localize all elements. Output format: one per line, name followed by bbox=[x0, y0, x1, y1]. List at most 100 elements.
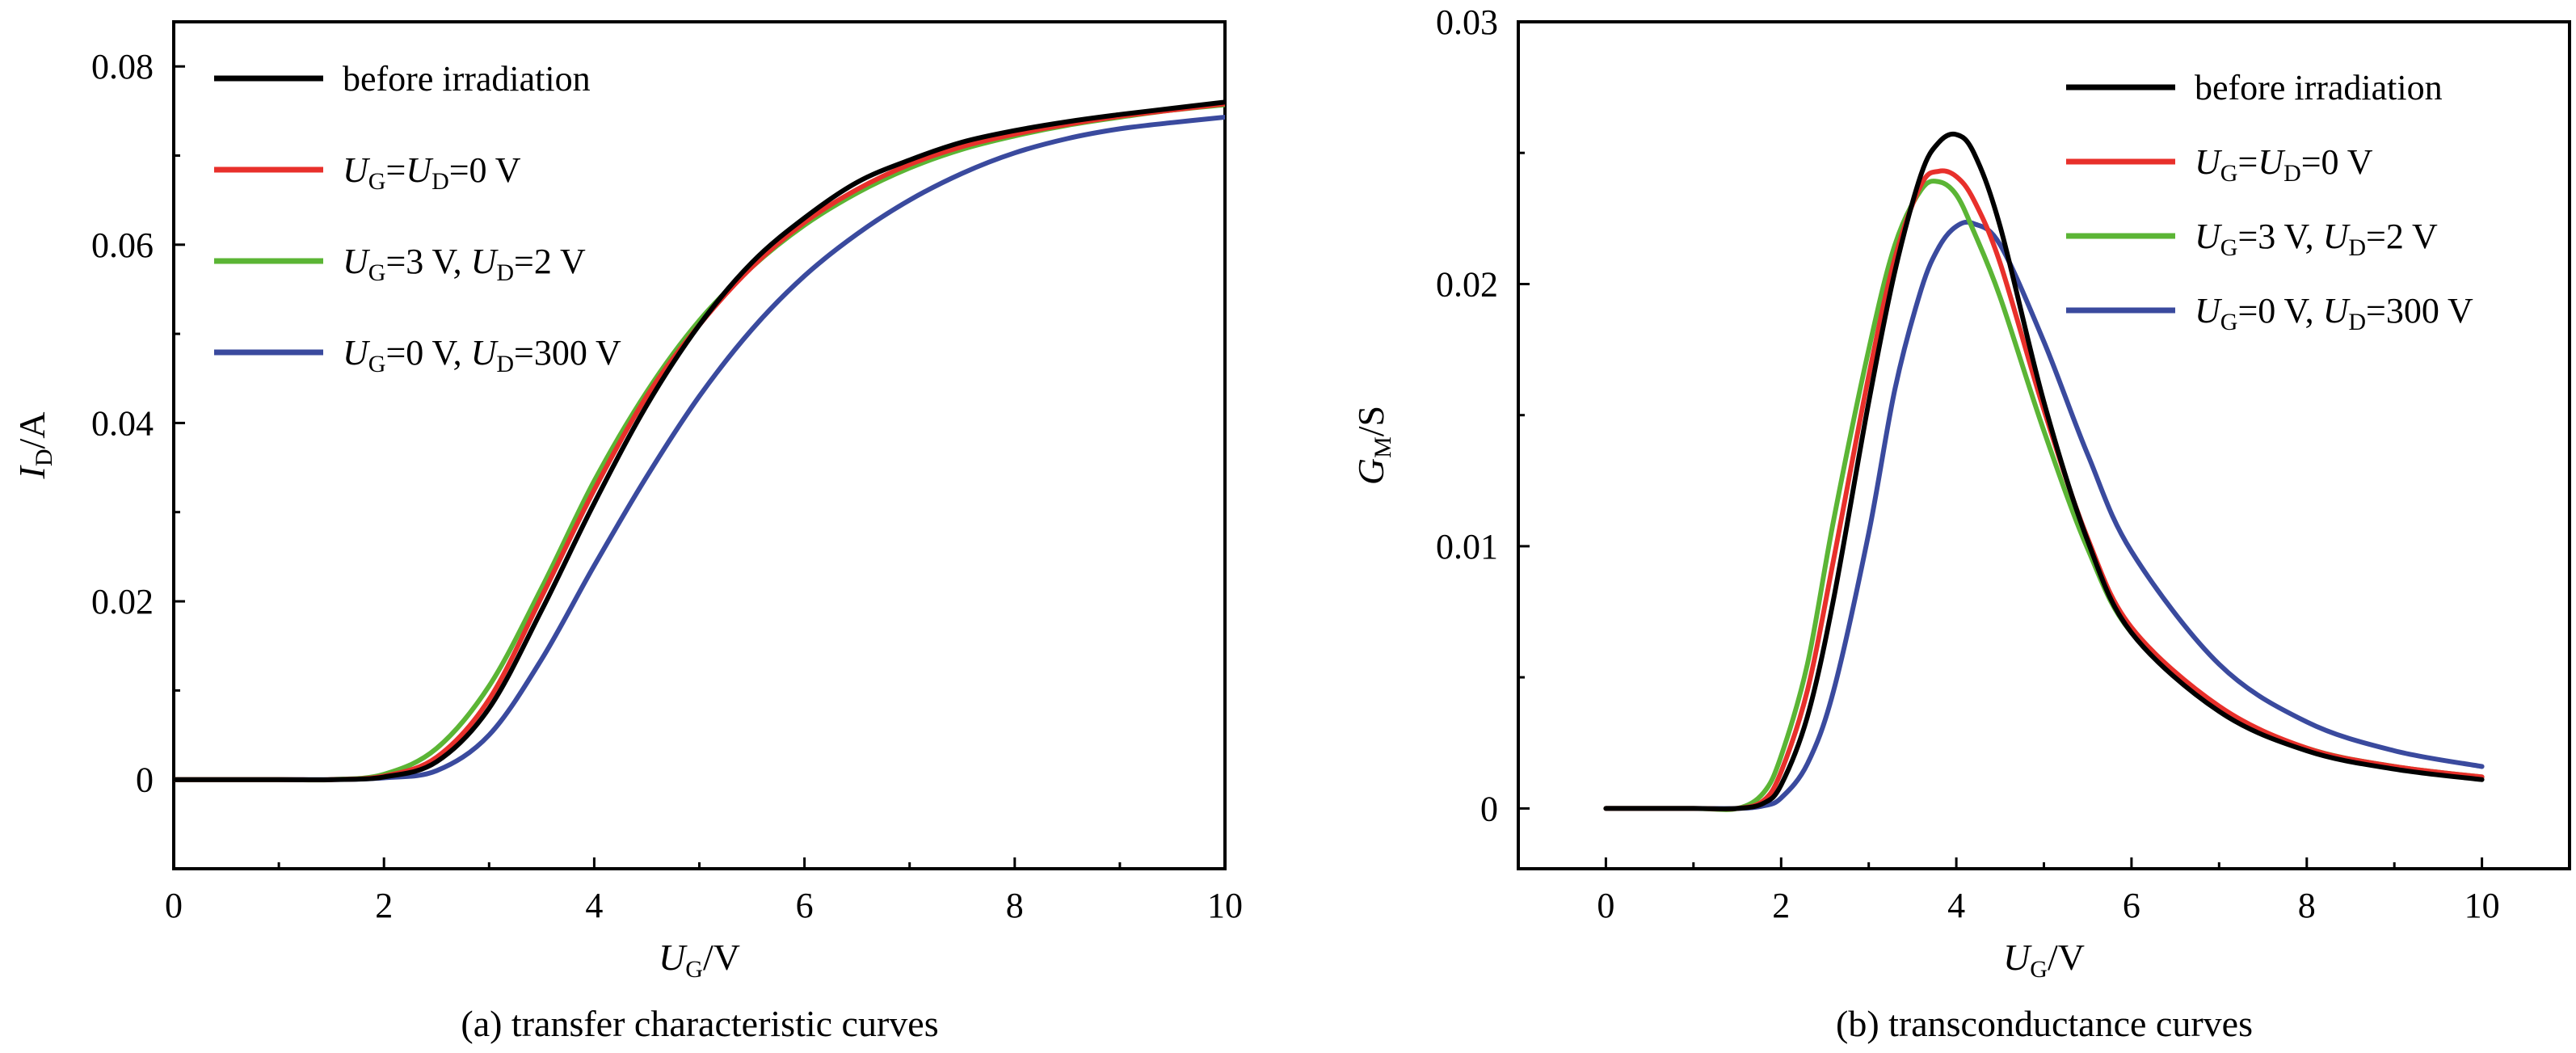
legend-label-ug_ud_0-part: U bbox=[343, 150, 371, 190]
legend-label-ug3_ud2-part: U bbox=[471, 242, 499, 281]
x-tick-label: 0 bbox=[165, 886, 183, 925]
legend-label-ug3_ud2: UG=3 V, UD=2 V bbox=[343, 242, 586, 286]
plot-frame bbox=[1517, 20, 2571, 870]
y-axis-title-part: /A bbox=[11, 412, 53, 449]
legend-label-ug0_ud300-part: =0 V, bbox=[2237, 291, 2322, 331]
legend-label-before: before irradiation bbox=[2195, 68, 2443, 107]
x-axis-title: UG/V bbox=[2003, 937, 2085, 983]
series-line-ug0_ud300 bbox=[174, 115, 1225, 782]
y-tick-label: 0.02 bbox=[1436, 265, 1498, 305]
legend-label-ug_ud_0: UG=UD=0 V bbox=[343, 150, 521, 195]
series-line-ug_ud_0 bbox=[174, 101, 1225, 783]
legend-label-ug0_ud300-part: U bbox=[2195, 291, 2223, 331]
legend-label-ug3_ud2-part: G bbox=[2220, 234, 2238, 261]
chart-caption: (b) transconductance curves bbox=[1836, 1003, 2253, 1044]
legend-label-ug0_ud300-part: =0 V, bbox=[385, 333, 470, 373]
series-line-before bbox=[1603, 131, 2485, 811]
legend-label-ug0_ud300-part: U bbox=[343, 333, 371, 373]
legend-label-ug3_ud2-part: U bbox=[2195, 217, 2223, 256]
x-axis-title-part: U bbox=[659, 937, 688, 978]
x-tick-label: 2 bbox=[375, 886, 393, 925]
legend-label-ug_ud_0-part: U bbox=[2195, 142, 2223, 182]
legend-label-ug_ud_0-part: U bbox=[406, 150, 434, 190]
y-axis-title-part: G bbox=[1350, 458, 1391, 485]
x-axis-title-part: /V bbox=[703, 937, 740, 978]
x-tick-label: 2 bbox=[1772, 886, 1790, 925]
legend-label-ug_ud_0: UG=UD=0 V bbox=[2195, 142, 2373, 187]
legend-label-ug3_ud2-part: =2 V bbox=[2366, 217, 2438, 256]
y-tick-label: 0.01 bbox=[1436, 527, 1498, 567]
legend-label-ug_ud_0-part: = bbox=[2237, 142, 2258, 182]
x-tick-label: 6 bbox=[796, 886, 814, 925]
legend-label-ug_ud_0-part: U bbox=[2258, 142, 2286, 182]
legend-label-ug0_ud300-part: D bbox=[496, 351, 514, 377]
x-tick-label: 8 bbox=[1006, 886, 1024, 925]
series-line-ug0_ud300 bbox=[1603, 219, 2485, 811]
x-tick-label: 4 bbox=[1947, 886, 1965, 925]
x-tick-label: 0 bbox=[1597, 886, 1614, 925]
y-axis-title-part: I bbox=[11, 465, 53, 480]
legend-label-ug_ud_0-part: G bbox=[2220, 160, 2238, 187]
legend-label-ug3_ud2-part: U bbox=[2323, 217, 2351, 256]
legend-label-ug0_ud300-part: =300 V bbox=[2366, 291, 2473, 331]
legend-label-before: before irradiation bbox=[343, 59, 591, 99]
x-axis-title: UG/V bbox=[659, 937, 740, 983]
y-axis-title-part: /S bbox=[1350, 406, 1391, 436]
x-axis-title-part: G bbox=[2030, 956, 2048, 983]
legend-label-ug_ud_0-part: D bbox=[2283, 160, 2301, 187]
legend-label-ug3_ud2: UG=3 V, UD=2 V bbox=[2195, 217, 2438, 261]
y-tick-label: 0 bbox=[136, 760, 154, 800]
legend-label-ug3_ud2-part: =2 V bbox=[514, 242, 586, 281]
x-axis-title-part: G bbox=[685, 956, 703, 983]
x-axis-title-part: /V bbox=[2048, 937, 2085, 978]
x-tick-label: 10 bbox=[2464, 886, 2500, 925]
plot-frame bbox=[172, 20, 1227, 870]
y-tick-label: 0.04 bbox=[91, 403, 154, 443]
legend-label-ug3_ud2-part: =3 V, bbox=[385, 242, 470, 281]
legend-label-ug3_ud2-part: D bbox=[496, 259, 514, 286]
legend-label-ug0_ud300-part: U bbox=[471, 333, 499, 373]
y-axis-title: GM/S bbox=[1350, 406, 1396, 485]
x-tick-label: 6 bbox=[2123, 886, 2140, 925]
legend-label-ug_ud_0-part: =0 V bbox=[2301, 142, 2373, 182]
legend-label-ug0_ud300: UG=0 V, UD=300 V bbox=[343, 333, 621, 377]
legend-label-ug0_ud300-part: U bbox=[2323, 291, 2351, 331]
legend-label-before-part: before irradiation bbox=[343, 59, 591, 99]
y-tick-label: 0 bbox=[1480, 789, 1498, 828]
legend-label-ug_ud_0-part: =0 V bbox=[449, 150, 521, 190]
legend-label-ug0_ud300-part: D bbox=[2348, 309, 2366, 335]
legend-label-ug0_ud300-part: G bbox=[2220, 309, 2238, 335]
y-tick-label: 0.03 bbox=[1436, 2, 1498, 42]
legend-label-ug0_ud300-part: =300 V bbox=[514, 333, 621, 373]
legend-label-ug0_ud300-part: G bbox=[368, 351, 386, 377]
y-tick-label: 0.02 bbox=[91, 582, 154, 621]
series-line-ug3_ud2 bbox=[1603, 179, 2485, 812]
series-line-ug3_ud2 bbox=[174, 102, 1225, 783]
y-axis-title-part: M bbox=[1370, 436, 1396, 458]
x-tick-label: 4 bbox=[585, 886, 603, 925]
series-line-ug_ud_0 bbox=[1603, 168, 2485, 812]
chart-caption: (a) transfer characteristic curves bbox=[461, 1003, 938, 1044]
legend-label-before-part: before irradiation bbox=[2195, 68, 2443, 107]
legend-label-ug_ud_0-part: D bbox=[431, 168, 449, 195]
legend-label-ug3_ud2-part: G bbox=[368, 259, 386, 286]
legend-label-ug0_ud300: UG=0 V, UD=300 V bbox=[2195, 291, 2473, 335]
legend-label-ug3_ud2-part: =3 V, bbox=[2237, 217, 2322, 256]
y-tick-label: 0.08 bbox=[91, 47, 154, 86]
series-line-before bbox=[174, 99, 1225, 782]
legend-label-ug_ud_0-part: = bbox=[385, 150, 406, 190]
y-tick-label: 0.06 bbox=[91, 225, 154, 265]
x-tick-label: 10 bbox=[1207, 886, 1243, 925]
legend-label-ug_ud_0-part: G bbox=[368, 168, 386, 195]
y-axis-title-part: D bbox=[31, 449, 57, 467]
legend-label-ug3_ud2-part: D bbox=[2348, 234, 2366, 261]
x-tick-label: 8 bbox=[2298, 886, 2316, 925]
y-axis-title: ID/A bbox=[11, 412, 57, 480]
x-axis-title-part: U bbox=[2003, 937, 2032, 978]
legend-label-ug3_ud2-part: U bbox=[343, 242, 371, 281]
